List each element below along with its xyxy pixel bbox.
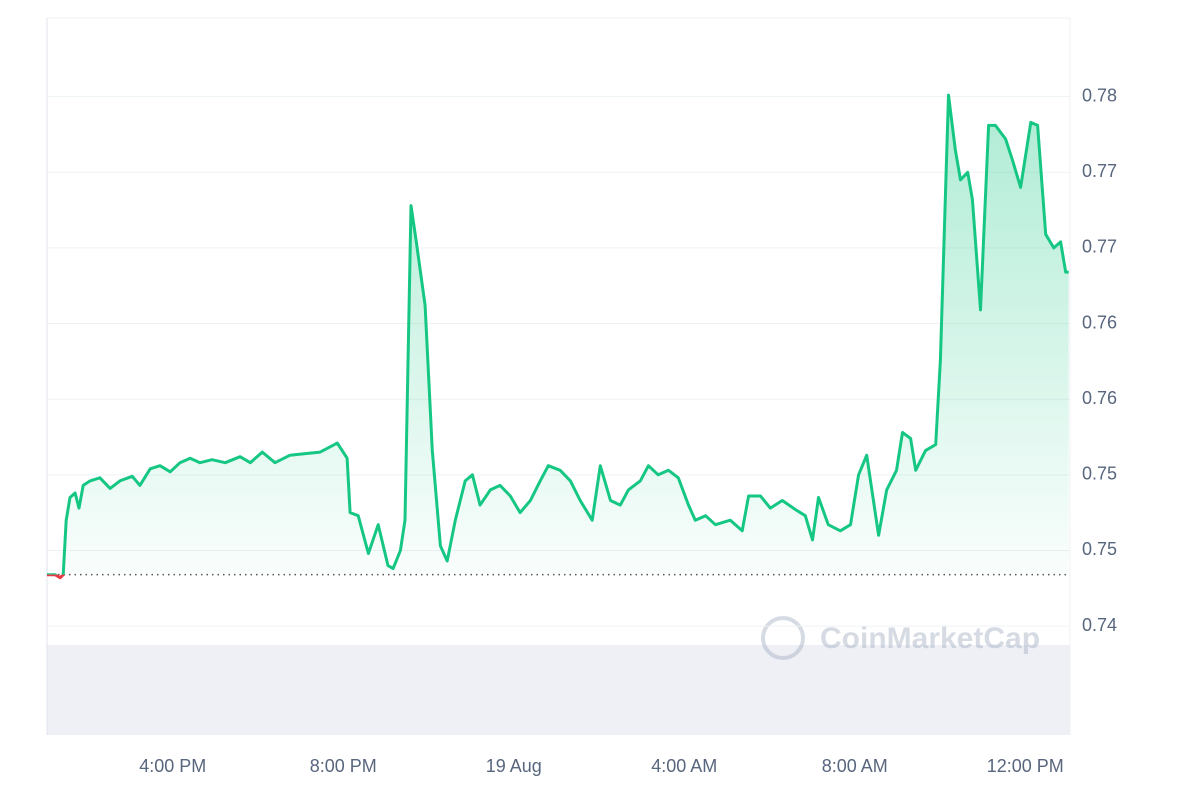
price-line	[47, 93, 1069, 575]
y-tick-label: 0.76	[1082, 388, 1117, 408]
x-tick-label: 4:00 PM	[139, 756, 206, 776]
y-tick-label: 0.75	[1082, 464, 1117, 484]
y-tick-label: 0.76	[1082, 312, 1117, 332]
watermark: CoinMarketCap	[761, 616, 1040, 660]
price-area	[47, 95, 1069, 575]
watermark-logo	[761, 616, 805, 660]
x-tick-label: 8:00 AM	[822, 756, 888, 776]
x-tick-label: 19 Aug	[486, 756, 542, 776]
y-tick-label: 0.74	[1082, 615, 1117, 635]
x-tick-label: 4:00 AM	[651, 756, 717, 776]
y-tick-label: 0.78	[1082, 85, 1117, 105]
y-tick-label: 0.77	[1082, 161, 1117, 181]
y-tick-label: 0.75	[1082, 539, 1117, 559]
y-tick-label: 0.77	[1082, 237, 1117, 257]
volume-band	[47, 645, 1070, 735]
watermark-text: CoinMarketCap	[820, 622, 1040, 655]
x-tick-label: 12:00 PM	[987, 756, 1064, 776]
x-tick-label: 8:00 PM	[310, 756, 377, 776]
